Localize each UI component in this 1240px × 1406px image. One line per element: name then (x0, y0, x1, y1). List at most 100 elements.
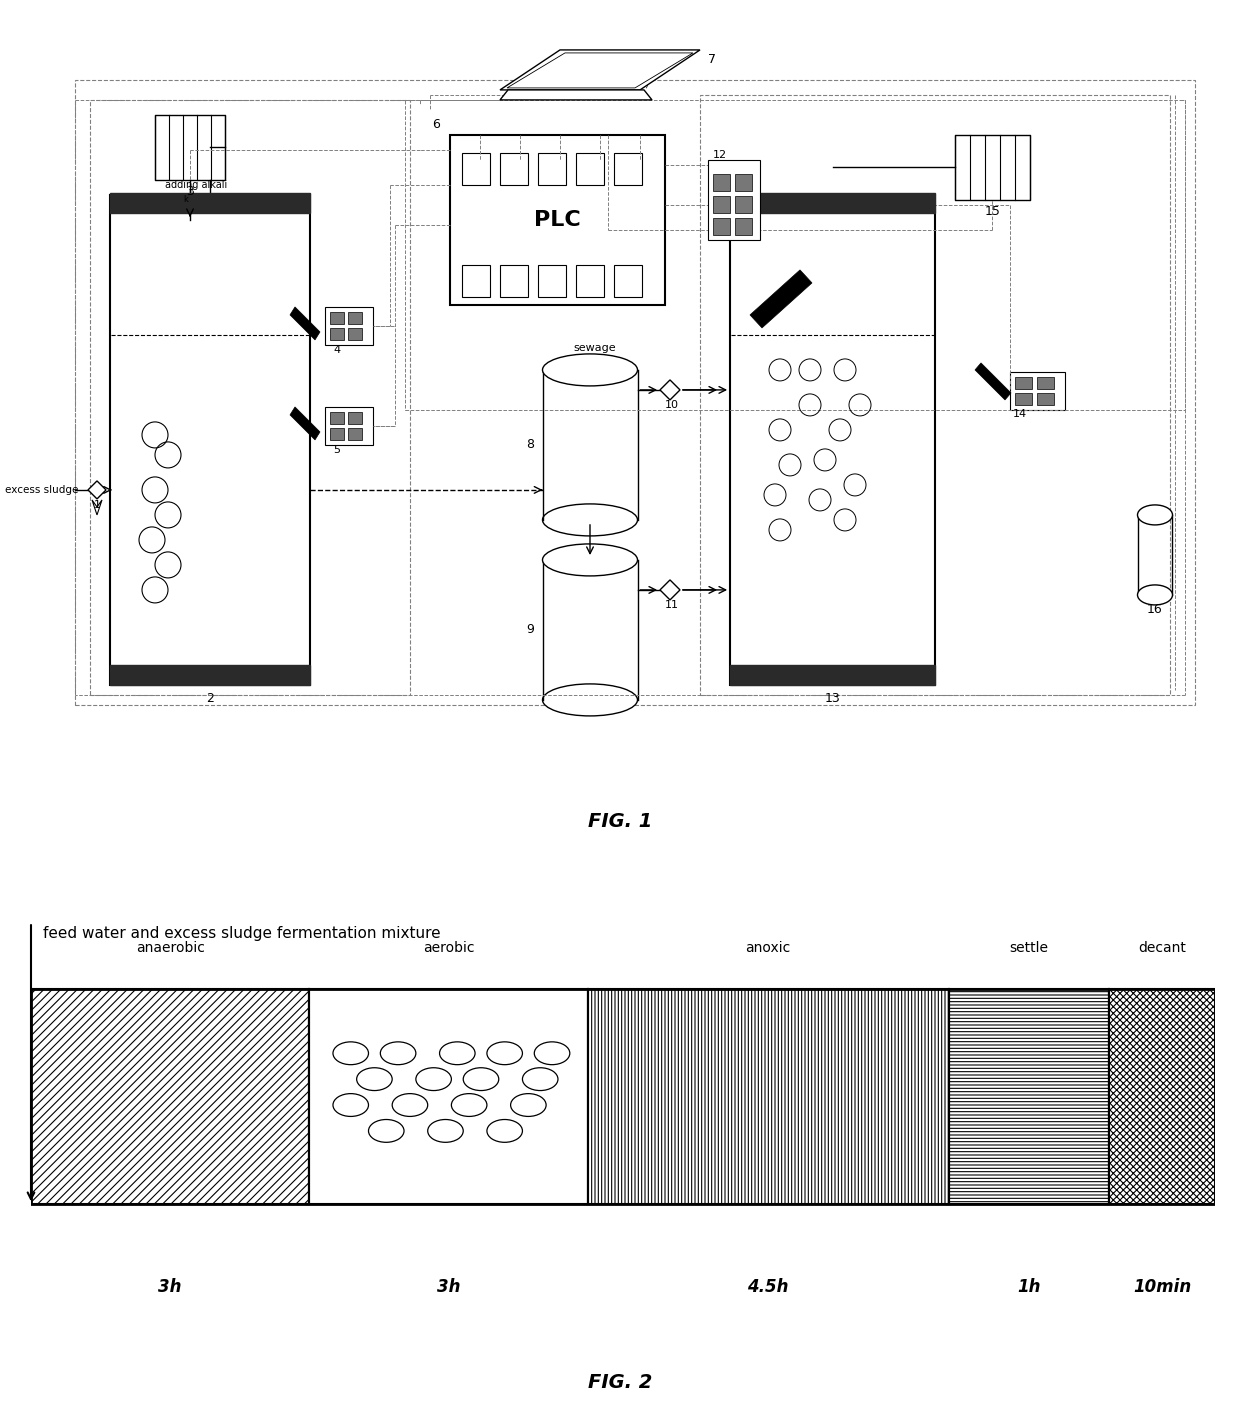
Polygon shape (500, 51, 701, 90)
Bar (577, 153, 604, 186)
Text: decant: decant (1138, 942, 1185, 956)
Bar (1016, 377, 1032, 389)
Bar (730, 665, 935, 685)
Text: 16: 16 (1147, 603, 1163, 616)
Ellipse shape (543, 683, 637, 716)
Bar (735, 195, 751, 212)
Text: settle: settle (1009, 942, 1048, 956)
Text: 15: 15 (985, 205, 1001, 218)
Bar (74, 80, 1195, 704)
Text: anoxic: anoxic (745, 942, 791, 956)
Bar (182, 202, 198, 212)
Bar (110, 665, 310, 685)
Bar (309, 988, 588, 1204)
Bar (713, 174, 730, 191)
Text: PLC: PLC (534, 209, 580, 231)
Bar (330, 312, 343, 323)
Bar (730, 195, 935, 685)
Text: 14: 14 (1013, 409, 1027, 419)
Text: FIG. 1: FIG. 1 (588, 813, 652, 831)
Ellipse shape (1137, 585, 1173, 605)
Text: FIG. 2: FIG. 2 (588, 1372, 652, 1392)
Ellipse shape (1137, 505, 1173, 524)
Ellipse shape (543, 354, 637, 385)
Bar (463, 153, 490, 186)
Bar (1016, 392, 1032, 405)
Bar (735, 218, 751, 235)
Bar (588, 988, 949, 1204)
Ellipse shape (543, 544, 637, 576)
Polygon shape (750, 270, 812, 328)
Bar (1037, 377, 1054, 389)
Bar (614, 264, 642, 297)
Text: 7: 7 (708, 53, 715, 66)
Text: feed water and excess sludge fermentation mixture: feed water and excess sludge fermentatio… (43, 927, 440, 942)
Text: excess sludge: excess sludge (5, 485, 78, 495)
Bar (949, 988, 1109, 1204)
Text: 5: 5 (334, 444, 340, 456)
Bar (155, 115, 224, 180)
Bar (1011, 373, 1065, 411)
Text: 3h: 3h (436, 1278, 460, 1296)
Bar (730, 193, 935, 212)
Bar (330, 412, 343, 425)
Bar (348, 328, 362, 340)
Bar (713, 195, 730, 212)
Bar (1109, 988, 1215, 1204)
Ellipse shape (543, 503, 637, 536)
Bar (955, 135, 1030, 200)
Text: 11: 11 (665, 600, 680, 610)
Text: 13: 13 (825, 692, 841, 706)
Bar (348, 427, 362, 440)
Text: aerobic: aerobic (423, 942, 474, 956)
Bar (1037, 392, 1054, 405)
Bar (701, 96, 1171, 695)
Bar (735, 174, 751, 191)
Bar (463, 264, 490, 297)
Bar (330, 427, 343, 440)
Bar (325, 307, 373, 344)
Text: k: k (184, 195, 188, 204)
Bar (348, 412, 362, 425)
Bar (538, 264, 565, 297)
Text: anaerobic: anaerobic (135, 942, 205, 956)
Bar (91, 100, 410, 695)
Bar (614, 153, 642, 186)
Text: 12: 12 (713, 150, 727, 160)
Text: 9: 9 (526, 623, 534, 637)
Text: 2: 2 (206, 692, 215, 706)
Text: 4: 4 (334, 344, 340, 354)
Bar (500, 153, 528, 186)
Text: 6: 6 (432, 118, 440, 131)
Polygon shape (290, 307, 320, 340)
Bar (450, 135, 665, 305)
Bar (500, 264, 528, 297)
Bar (577, 264, 604, 297)
Text: sewage: sewage (574, 343, 616, 353)
Bar (713, 218, 730, 235)
Text: 10: 10 (665, 399, 680, 411)
Text: 3: 3 (186, 186, 193, 198)
Bar (325, 406, 373, 444)
Polygon shape (500, 90, 652, 100)
Text: 4.5h: 4.5h (748, 1278, 789, 1296)
Bar (708, 160, 760, 240)
Polygon shape (975, 363, 1011, 399)
Text: 3h: 3h (159, 1278, 182, 1296)
Bar (330, 328, 343, 340)
Text: 1h: 1h (1017, 1278, 1040, 1296)
Polygon shape (88, 481, 105, 499)
Text: adding alkali: adding alkali (165, 180, 227, 190)
Polygon shape (660, 579, 680, 600)
Text: 8: 8 (526, 439, 534, 451)
Polygon shape (660, 380, 680, 399)
Polygon shape (290, 406, 320, 440)
Bar (31, 988, 309, 1204)
Text: 1: 1 (93, 501, 100, 510)
Bar (110, 193, 310, 212)
Bar (405, 100, 1185, 411)
Text: 10min: 10min (1133, 1278, 1192, 1296)
Bar (110, 195, 310, 685)
Bar (538, 153, 565, 186)
Bar (348, 312, 362, 323)
